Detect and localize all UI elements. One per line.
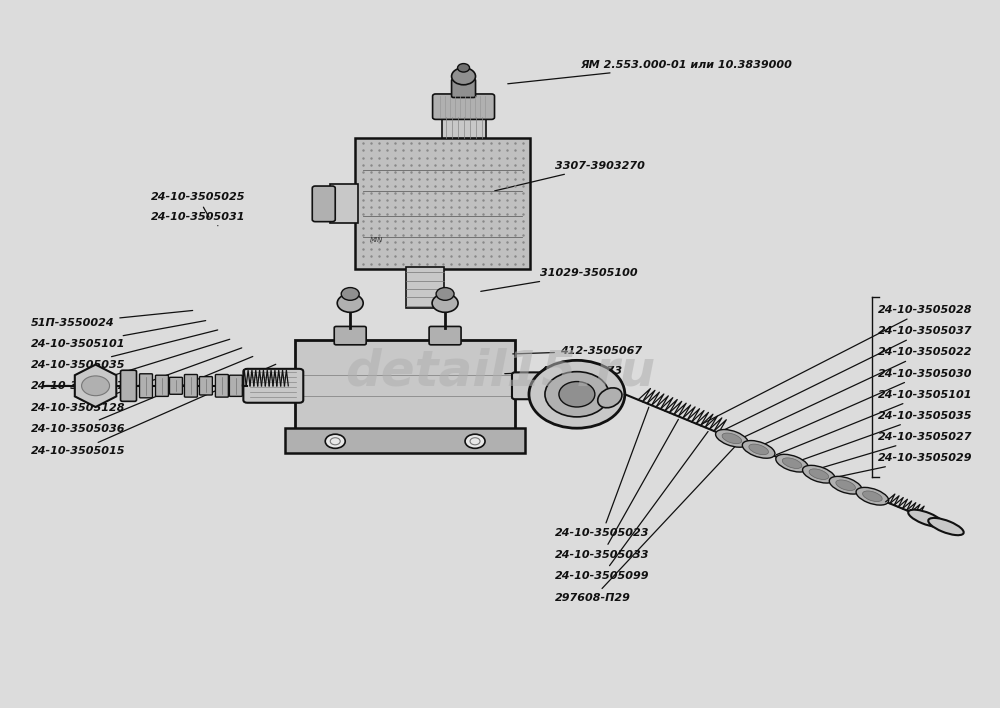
Polygon shape [75,365,116,407]
Circle shape [458,64,470,72]
Text: 24-10-3505035: 24-10-3505035 [795,411,972,462]
FancyBboxPatch shape [155,375,168,396]
FancyBboxPatch shape [442,118,486,139]
Ellipse shape [809,469,829,479]
Text: detail15.ru: detail15.ru [345,348,655,396]
Text: 24-10-3505036: 24-10-3505036 [31,356,253,434]
Ellipse shape [716,430,748,447]
Ellipse shape [863,491,882,501]
Ellipse shape [803,465,835,483]
Circle shape [341,287,359,300]
Text: 24-10-3505037: 24-10-3505037 [721,326,972,432]
Ellipse shape [829,476,862,494]
Text: 51П-3550024: 51П-3550024 [31,311,193,328]
FancyBboxPatch shape [355,139,530,269]
Ellipse shape [776,455,808,472]
FancyBboxPatch shape [512,372,560,399]
Circle shape [470,438,480,445]
Text: 24-10-3505027: 24-10-3505027 [31,339,230,392]
Ellipse shape [749,444,768,455]
Circle shape [432,294,458,312]
FancyBboxPatch shape [169,377,182,394]
Circle shape [545,372,609,417]
FancyBboxPatch shape [429,326,461,345]
Circle shape [330,438,340,445]
Text: ЯМ 2.553.000-01 или 10.3839000: ЯМ 2.553.000-01 или 10.3839000 [508,59,792,84]
FancyBboxPatch shape [330,184,358,224]
FancyBboxPatch shape [452,79,476,98]
FancyBboxPatch shape [140,374,152,398]
Circle shape [559,382,595,407]
Text: 24-10-3505128: 24-10-3505128 [31,348,242,413]
FancyBboxPatch shape [199,377,212,395]
FancyBboxPatch shape [229,375,242,396]
Ellipse shape [722,433,742,444]
FancyBboxPatch shape [295,340,515,432]
Ellipse shape [856,487,889,505]
FancyBboxPatch shape [184,375,197,397]
Text: 24-10-3505028: 24-10-3505028 [702,305,972,424]
Text: 24-10-3505033: 24-10-3505033 [555,419,678,559]
Text: 24-10-3505101: 24-10-3505101 [776,390,972,455]
Text: 3307-3903270: 3307-3903270 [495,161,645,191]
Circle shape [337,294,363,312]
FancyBboxPatch shape [121,370,137,401]
Text: 24-10-3505025: 24-10-3505025 [150,192,245,217]
Text: 24-10-3505023: 24-10-3505023 [555,407,649,538]
FancyBboxPatch shape [406,267,444,308]
Ellipse shape [598,388,622,408]
Text: 24-10-3505035: 24-10-3505035 [31,330,218,370]
Text: 24-10-3505101: 24-10-3505101 [31,321,206,349]
Text: 31029-3505100: 31029-3505100 [481,268,638,292]
Text: 24-10-3505030: 24-10-3505030 [758,369,972,447]
Text: 24-10-3505022: 24-10-3505022 [739,348,972,439]
FancyBboxPatch shape [215,375,228,397]
Ellipse shape [928,518,964,535]
Ellipse shape [782,458,802,469]
Text: 297608-П29: 297608-П29 [555,444,738,603]
FancyBboxPatch shape [243,369,303,403]
Text: 24-10-3505029: 24-10-3505029 [832,453,972,478]
Text: 412-3505073: 412-3505073 [505,366,622,376]
Text: 412-3505067: 412-3505067 [513,346,642,356]
Circle shape [436,287,454,300]
Text: 24-10-3505027: 24-10-3505027 [814,432,972,470]
Circle shape [452,68,476,85]
FancyBboxPatch shape [334,326,366,345]
Text: 24-10-3505015: 24-10-3505015 [31,365,276,457]
Text: 24-10-3505099: 24-10-3505099 [555,431,708,581]
Circle shape [82,376,110,396]
Text: MIN: MIN [370,237,384,244]
FancyBboxPatch shape [285,428,525,453]
Circle shape [325,434,345,448]
FancyBboxPatch shape [312,186,335,222]
Ellipse shape [742,440,775,458]
Circle shape [529,360,625,428]
Text: 24-10-3505031: 24-10-3505031 [150,212,245,226]
Circle shape [465,434,485,448]
Ellipse shape [836,480,855,491]
Ellipse shape [908,510,944,527]
FancyBboxPatch shape [433,94,495,120]
